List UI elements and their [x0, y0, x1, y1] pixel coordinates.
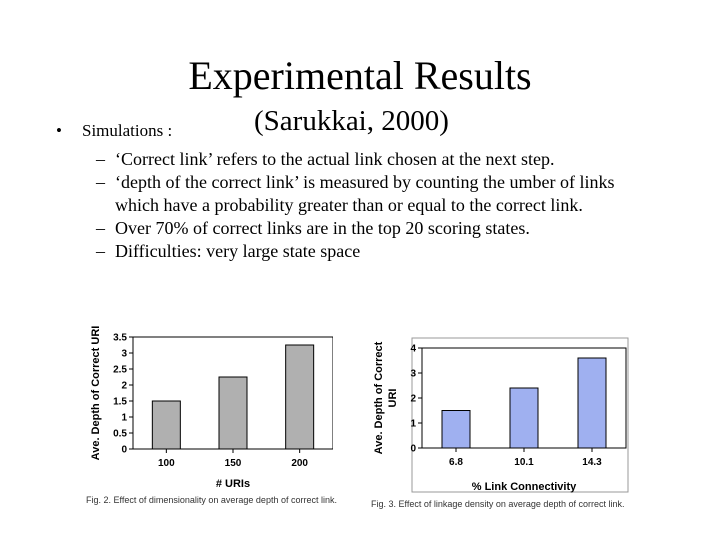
dash-marker: –	[96, 241, 105, 261]
dash-marker: –	[96, 149, 105, 169]
bar	[441, 410, 471, 449]
bar	[151, 400, 181, 450]
sub-bullet-text: Over 70% of correct links are in the top…	[115, 218, 530, 238]
y-tick-label: 3	[410, 369, 416, 380]
bullet-simulations: • Simulations :	[56, 121, 172, 141]
y-tick-label: 0.5	[113, 429, 127, 440]
y-tick-label: 3	[121, 349, 127, 360]
dash-marker: –	[96, 172, 105, 192]
y-tick-label: 1.5	[113, 397, 127, 408]
y-tick-label: 0	[410, 444, 416, 455]
y-tick-label: 2	[121, 381, 127, 392]
x-tick-label: 14.3	[582, 457, 602, 468]
y-axis-label: Ave. Depth of Correct URI	[90, 326, 102, 461]
dash-marker: –	[96, 218, 105, 238]
bullet-marker: •	[56, 121, 62, 140]
x-tick-label: 100	[158, 458, 175, 469]
sub-bullet: – Difficulties: very large state space	[96, 240, 656, 263]
sub-bullet-text: ‘depth of the correct link’ is measured …	[115, 172, 615, 215]
y-tick-label: 3.5	[113, 333, 127, 344]
bullet-text: Simulations :	[82, 121, 173, 140]
y-tick-label: 1	[121, 413, 127, 424]
chart-uris: 0 0.5 1 1.5 2 2.5 3 3.5 100 150 200 # URIs Ave. Dept…	[90, 326, 333, 490]
y-tick-label: 2.5	[113, 365, 127, 376]
bar	[218, 376, 248, 450]
x-tick-label: 200	[291, 458, 308, 469]
figure-caption: Fig. 2. Effect of dimensionality on aver…	[86, 495, 337, 505]
y-tick-label: 4	[410, 344, 416, 355]
sub-bullet-text: Difficulties: very large state space	[115, 241, 361, 261]
x-tick-label: 10.1	[514, 457, 534, 468]
x-tick-label: 150	[225, 458, 242, 469]
x-axis-label: # URIs	[216, 478, 250, 490]
bar	[285, 344, 315, 450]
y-axis-label: Ave. Depth of Correct URI	[373, 341, 399, 454]
y-tick-label: 2	[410, 394, 416, 405]
x-axis-label: % Link Connectivity	[472, 481, 577, 493]
citation: (Sarukkai, 2000)	[254, 105, 449, 137]
sub-bullet: – ‘depth of the correct link’ is measure…	[96, 171, 656, 217]
bar	[509, 387, 539, 449]
sub-bullet: – ‘Correct link’ refers to the actual li…	[96, 148, 656, 171]
sub-bullet-text: ‘Correct link’ refers to the actual link…	[115, 149, 555, 169]
chart-link-connectivity: 0 1 2 3 4 6.8 10.1 14.3 % Link Connectivity Ave. …	[373, 337, 629, 493]
sub-bullet: – Over 70% of correct links are in the t…	[96, 217, 656, 240]
slide-title: Experimental Results	[188, 53, 532, 98]
y-tick-label: 0	[121, 445, 127, 456]
sub-bullet-list: – ‘Correct link’ refers to the actual li…	[96, 148, 656, 263]
x-tick-label: 6.8	[449, 457, 463, 468]
bar	[577, 357, 607, 449]
y-tick-label: 1	[410, 419, 416, 430]
figure-caption: Fig. 3. Effect of linkage density on ave…	[371, 499, 625, 509]
